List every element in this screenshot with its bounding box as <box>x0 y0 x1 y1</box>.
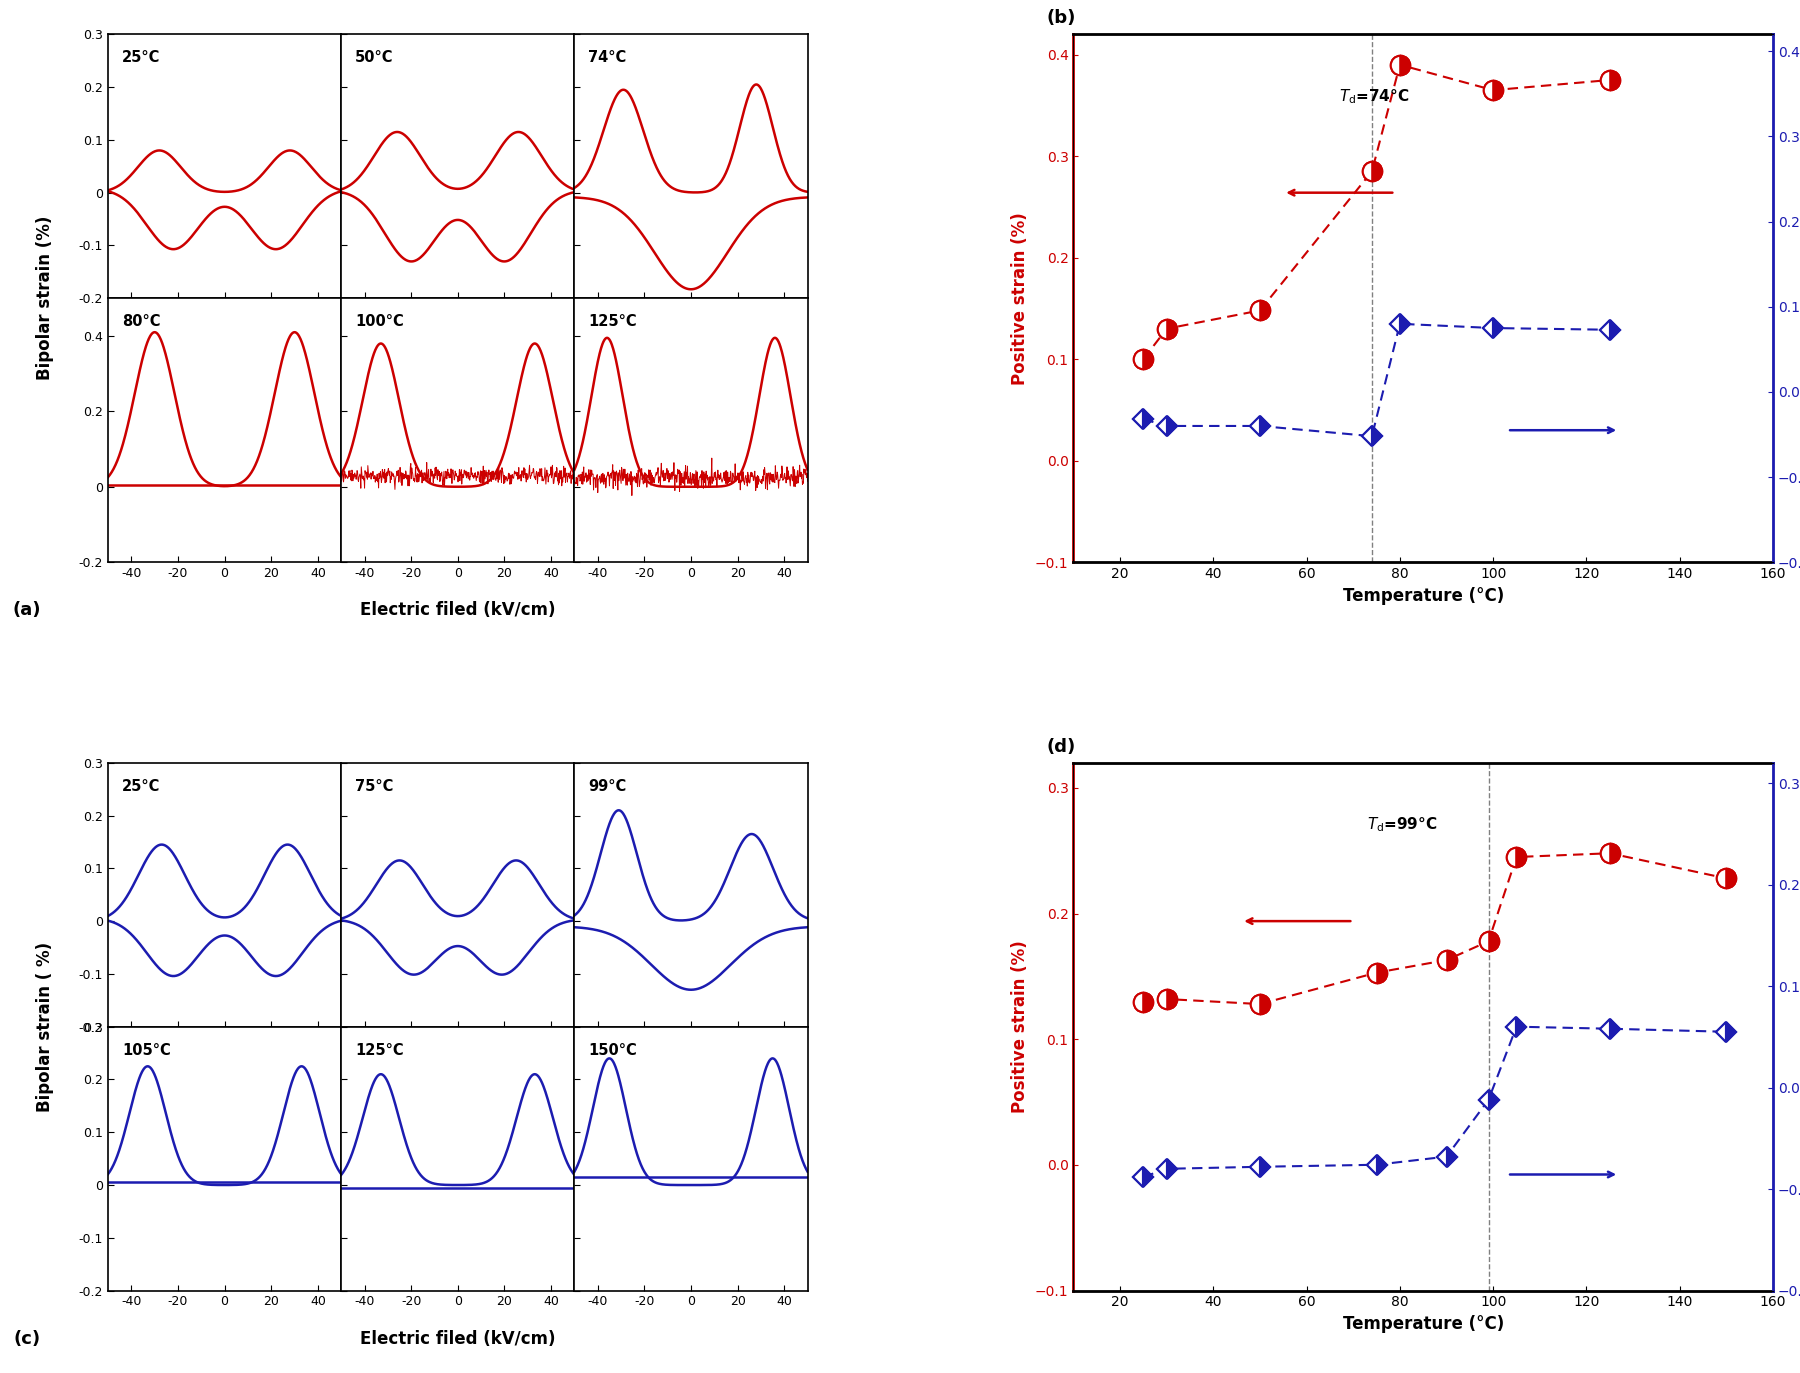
Text: Bipolar strain ( %): Bipolar strain ( %) <box>36 942 54 1112</box>
Text: 25°C: 25°C <box>122 51 160 65</box>
Text: 105°C: 105°C <box>122 1042 171 1057</box>
Text: 125°C: 125°C <box>589 314 637 330</box>
Y-axis label: Positive strain (%): Positive strain (%) <box>1012 941 1030 1114</box>
Text: Electric filed (kV/cm): Electric filed (kV/cm) <box>360 1329 556 1348</box>
Text: 80°C: 80°C <box>122 314 160 330</box>
Text: 75°C: 75°C <box>355 778 394 794</box>
Text: (a): (a) <box>13 601 41 619</box>
Text: (b): (b) <box>1046 10 1076 27</box>
Text: 74°C: 74°C <box>589 51 626 65</box>
Text: Bipolar strain (%): Bipolar strain (%) <box>36 216 54 380</box>
Text: 50°C: 50°C <box>355 51 394 65</box>
Text: Electric filed (kV/cm): Electric filed (kV/cm) <box>360 601 556 619</box>
Text: 125°C: 125°C <box>355 1042 403 1057</box>
X-axis label: Temperature (°C): Temperature (°C) <box>1343 586 1503 604</box>
X-axis label: Temperature (°C): Temperature (°C) <box>1343 1315 1503 1333</box>
Text: (c): (c) <box>13 1329 41 1348</box>
Text: $T_\mathrm{d}$=74°C: $T_\mathrm{d}$=74°C <box>1339 86 1409 106</box>
Text: 25°C: 25°C <box>122 778 160 794</box>
Text: 99°C: 99°C <box>589 778 626 794</box>
Text: (d): (d) <box>1046 737 1076 757</box>
Text: 150°C: 150°C <box>589 1042 637 1057</box>
Text: $T_\mathrm{d}$=99°C: $T_\mathrm{d}$=99°C <box>1368 816 1438 835</box>
Text: 100°C: 100°C <box>355 314 403 330</box>
Y-axis label: Positive strain (%): Positive strain (%) <box>1012 211 1030 384</box>
